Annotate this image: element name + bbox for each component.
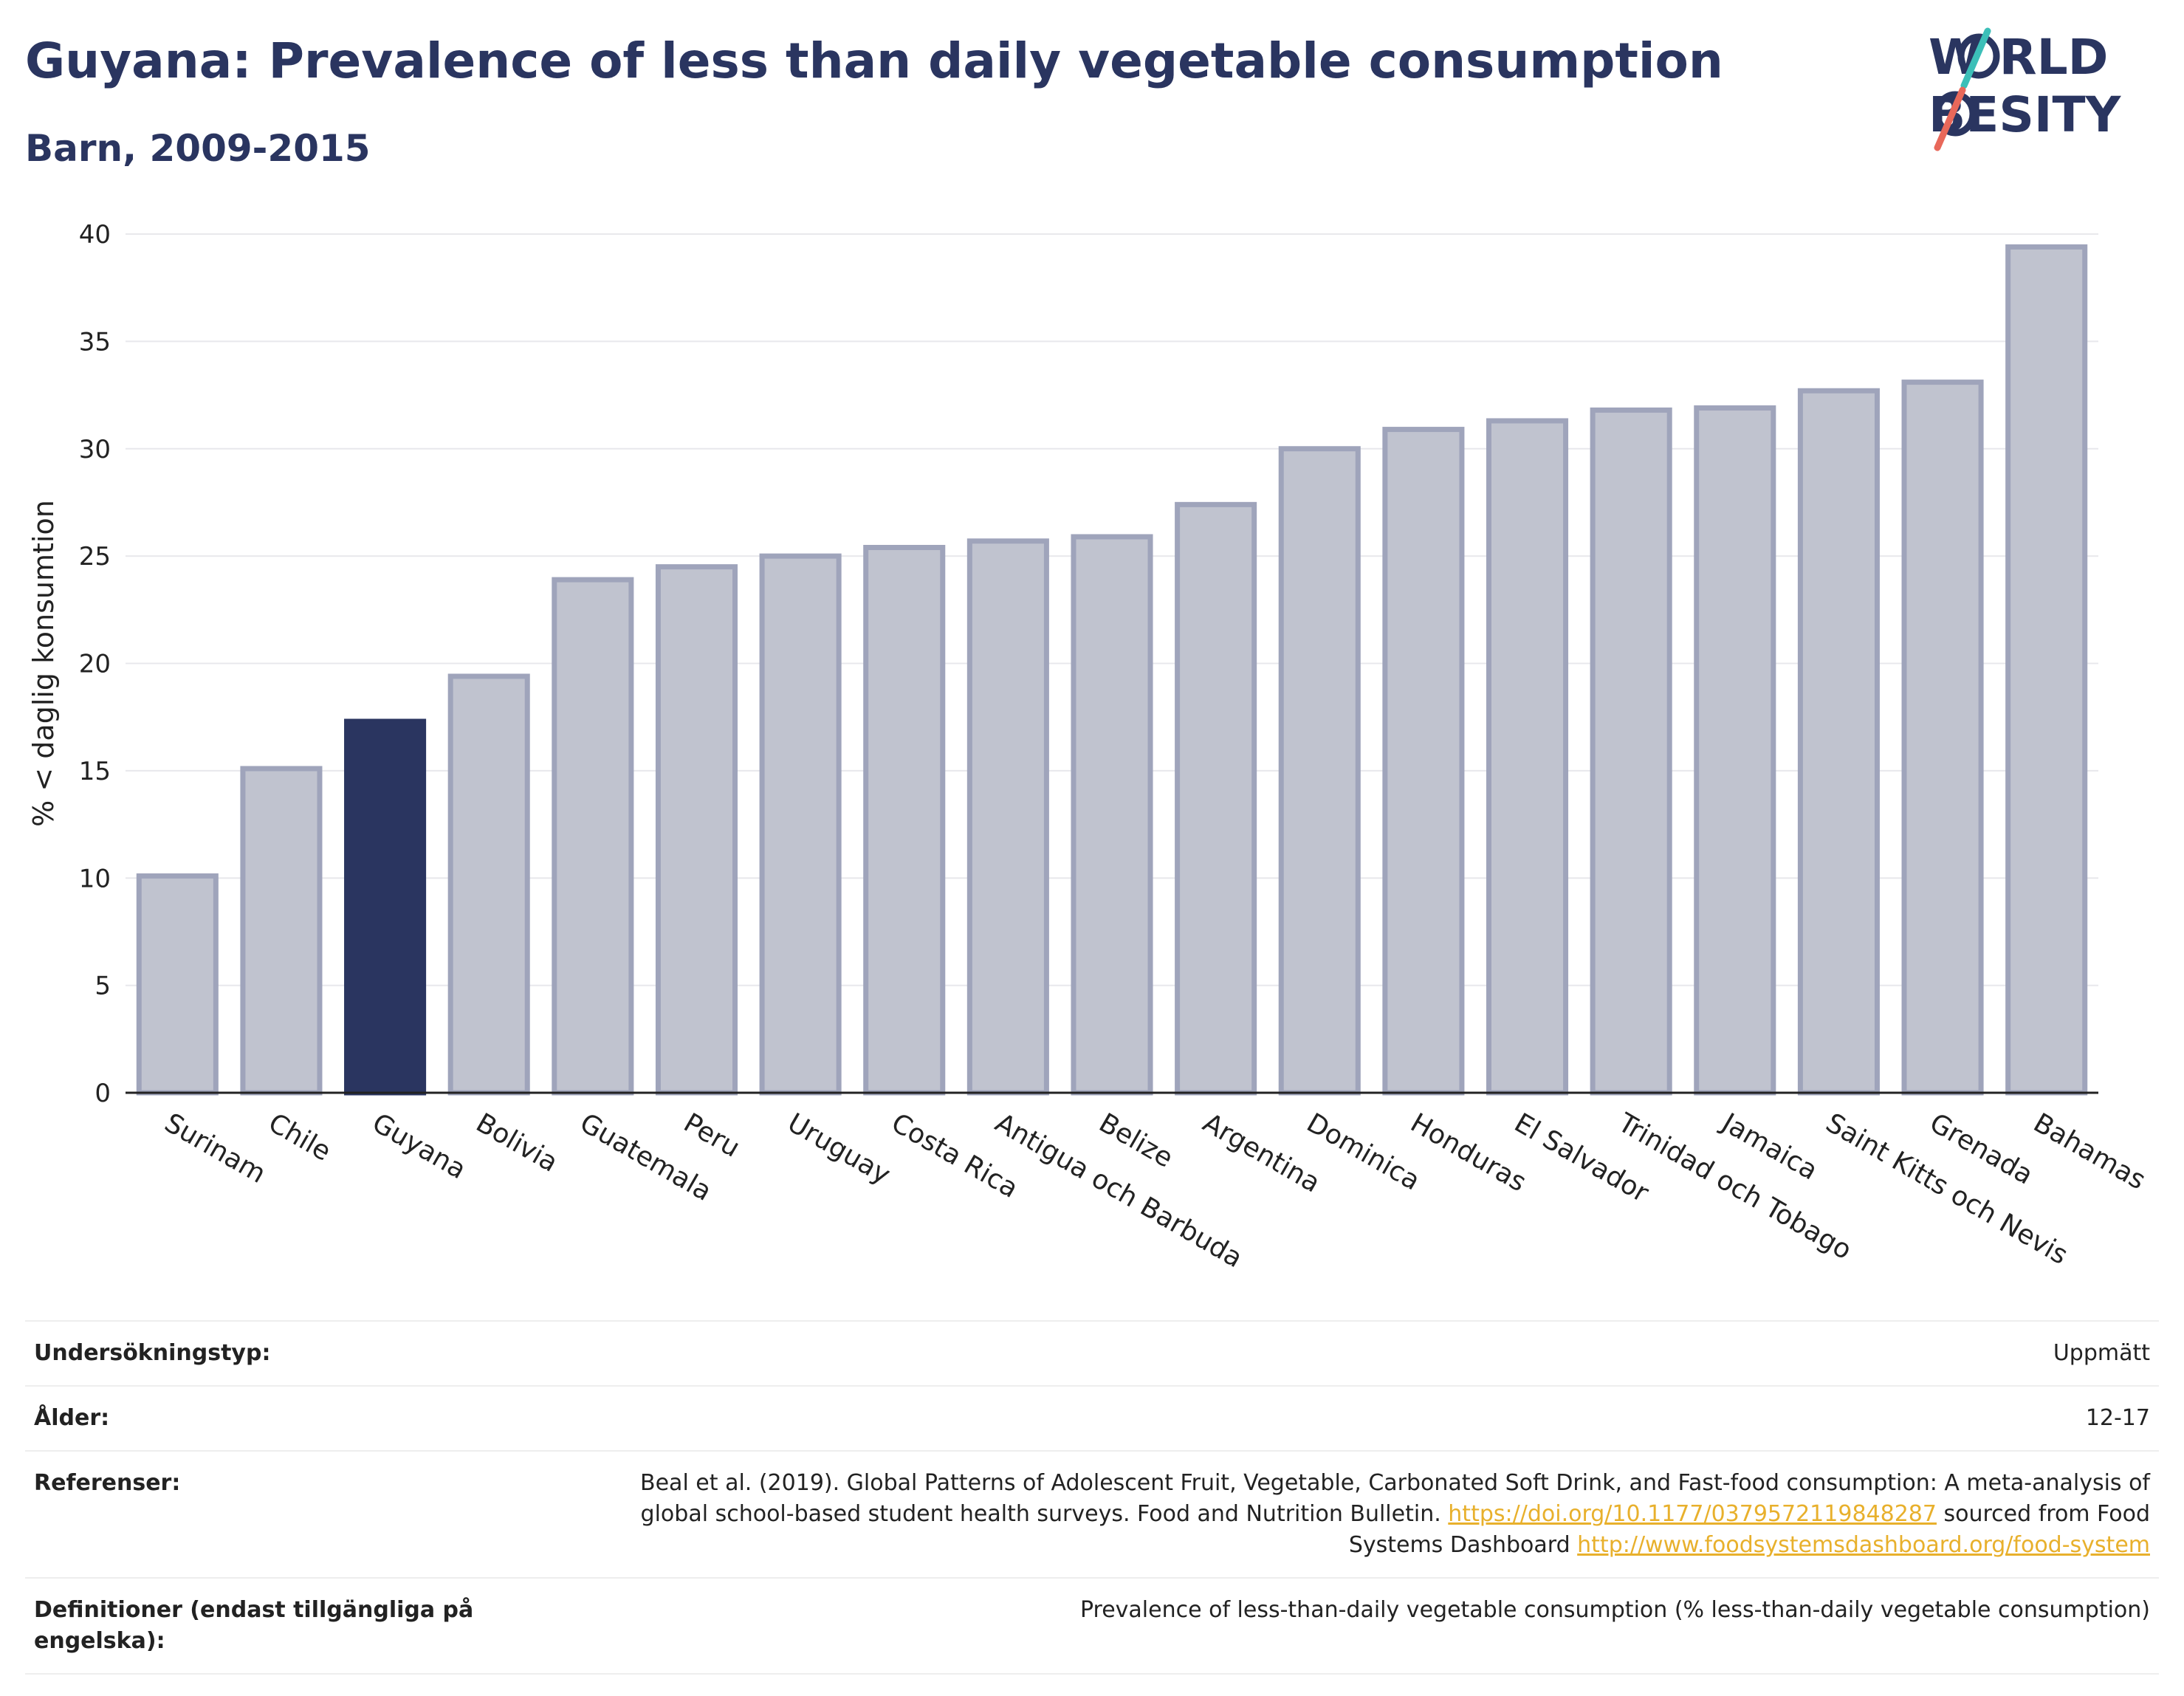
y-tick-label: 15 <box>79 757 111 786</box>
survey-type-value: Uppmätt <box>2053 1340 2150 1366</box>
bar-peru[interactable] <box>655 564 738 1096</box>
bar-uruguay[interactable] <box>759 553 842 1096</box>
y-axis-ticks: 0 5 10 15 20 25 30 35 40 <box>79 220 111 1108</box>
x-tick-label: Bolivia <box>471 1108 563 1178</box>
x-tick-label: Argentina <box>1198 1108 1325 1198</box>
logo-slash-coral <box>1934 86 1966 151</box>
bar-honduras[interactable] <box>1382 427 1465 1096</box>
bar-saint-kitts-och-nevis[interactable] <box>1797 388 1880 1096</box>
survey-type-label: Undersökningstyp: <box>34 1340 271 1366</box>
references-text-1: Beal et al. (2019). Global Patterns of A… <box>640 1470 2150 1527</box>
bars <box>136 244 2088 1096</box>
bar-bolivia[interactable] <box>447 673 530 1096</box>
x-tick-label: Peru <box>679 1108 745 1164</box>
meta-row-references: Referenser: Beal et al. (2019). Global P… <box>25 1450 2159 1577</box>
logo-slash-teal <box>1960 27 1991 89</box>
x-tick-label: Uruguay <box>783 1108 896 1190</box>
bar-trinidad-och-tobago[interactable] <box>1590 407 1672 1096</box>
age-label: Ålder: <box>34 1405 110 1431</box>
x-tick-label: Belize <box>1094 1108 1178 1173</box>
world-obesity-logo: W RLD BESITY <box>1929 27 2122 151</box>
y-tick-label: 10 <box>79 864 111 893</box>
definitions-label: Definitioner (endast tillgängliga på eng… <box>34 1597 474 1654</box>
bar-bahamas[interactable] <box>2005 244 2088 1096</box>
food-systems-link[interactable]: http://www.foodsystemsdashboard.org/food… <box>1577 1532 2150 1558</box>
bar-guyana[interactable] <box>344 718 427 1096</box>
y-tick-label: 25 <box>79 542 111 571</box>
x-tick-label: Dominica <box>1302 1108 1425 1196</box>
bar-dominica[interactable] <box>1278 446 1361 1096</box>
logo-o-ring-1 <box>1957 33 2000 79</box>
meta-row-survey-type: Undersökningstyp: Uppmätt <box>25 1320 2159 1385</box>
y-axis-title: % < daglig konsumtion <box>27 500 60 827</box>
age-value: 12-17 <box>2085 1405 2150 1431</box>
meta-row-definitions: Definitioner (endast tillgängliga på eng… <box>25 1577 2159 1675</box>
bar-argentina[interactable] <box>1175 501 1257 1096</box>
y-tick-label: 35 <box>79 327 111 357</box>
bar-surinam[interactable] <box>136 873 219 1096</box>
y-tick-label: 5 <box>95 972 111 1001</box>
logo-o-ring-2 <box>1934 91 1977 137</box>
y-tick-label: 30 <box>79 435 111 464</box>
chart-title: Guyana: Prevalence of less than daily ve… <box>25 32 1723 89</box>
references-label: Referenser: <box>34 1470 181 1496</box>
metadata-table: Undersökningstyp: Uppmätt Ålder: 12-17 R… <box>25 1320 2159 1675</box>
bar-belize[interactable] <box>1071 534 1153 1096</box>
definitions-value: Prevalence of less-than-daily vegetable … <box>1079 1597 2150 1623</box>
x-tick-label: Surinam <box>159 1108 271 1189</box>
x-tick-label: Guyana <box>367 1108 471 1185</box>
references-text-2: sourced from Food Systems Dashboard <box>1348 1501 2150 1558</box>
meta-row-age: Ålder: 12-17 <box>25 1385 2159 1450</box>
bar-el-salvador[interactable] <box>1486 418 1569 1096</box>
x-tick-label: Chile <box>263 1108 336 1167</box>
y-tick-label: 20 <box>79 650 111 679</box>
bar-chile[interactable] <box>240 766 323 1096</box>
doi-link[interactable]: https://doi.org/10.1177/0379572119848287 <box>1448 1501 1937 1527</box>
references-value: Beal et al. (2019). Global Patterns of A… <box>506 1468 2150 1561</box>
bar-guatemala[interactable] <box>552 577 634 1096</box>
chart-subtitle: Barn, 2009-2015 <box>25 127 371 170</box>
bar-antigua-och-barbuda[interactable] <box>966 538 1049 1096</box>
y-tick-label: 0 <box>95 1079 111 1108</box>
bar-costa-rica[interactable] <box>863 544 946 1096</box>
bar-jamaica[interactable] <box>1694 405 1776 1096</box>
bar-grenada[interactable] <box>1901 380 1984 1096</box>
y-tick-label: 40 <box>79 220 111 250</box>
x-tick-label: Bahamas <box>2028 1108 2151 1195</box>
x-tick-label: Honduras <box>1405 1108 1531 1198</box>
